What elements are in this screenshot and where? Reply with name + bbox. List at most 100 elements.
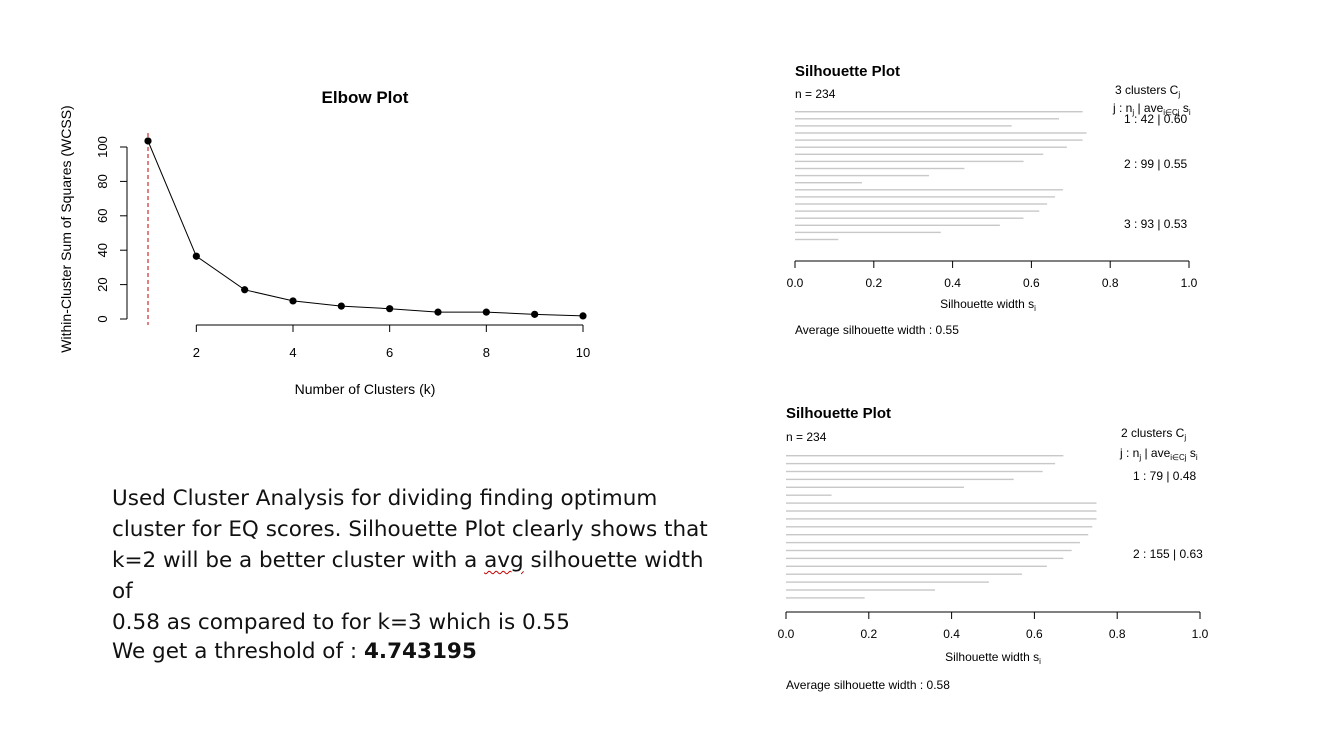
silhouette-plot-k3: Silhouette Plot n = 234 3 clusters Cj j … (787, 63, 1198, 337)
sil2-silhouette-bar (786, 581, 989, 583)
elbow-x-tick-label: 4 (289, 345, 296, 360)
elbow-series-line (147, 140, 584, 317)
elbow-y-axis: 0 20 40 60 80 100 (95, 136, 128, 323)
sil1-silhouette-bar (795, 139, 1083, 141)
sil2-cluster-label: 1 : 79 | 0.48 (1133, 469, 1196, 483)
spellcheck-word: avg (484, 548, 524, 573)
sil2-silhouette-bar (786, 486, 965, 488)
elbow-xlabel: Number of Clusters (k) (295, 381, 436, 397)
sil1-silhouette-bar (795, 189, 1063, 191)
sil2-silhouette-bar (786, 510, 1097, 512)
sil1-silhouette-bar (795, 118, 1059, 120)
sil2-xlabel: Silhouette width si (945, 650, 1041, 666)
sil2-silhouette-bar (786, 541, 1080, 544)
elbow-point (289, 297, 297, 305)
description-line-1: Used Cluster Analysis for dividing findi… (112, 486, 658, 511)
elbow-x-tick-label: 8 (483, 345, 490, 360)
sil2-tick-label: 0.6 (1026, 627, 1043, 641)
description-line-2: cluster for EQ scores. Silhouette Plot c… (112, 517, 708, 542)
sil1-x-axis: 0.0 0.2 0.4 0.6 0.8 1.0 (787, 260, 1198, 290)
sil1-silhouette-bar (795, 125, 1012, 127)
description-line-4: 0.58 as compared to for k=3 which is 0.5… (112, 610, 570, 635)
elbow-point (144, 137, 152, 145)
elbow-point (241, 286, 249, 294)
sil1-tick-label: 1.0 (1181, 276, 1198, 290)
sil2-silhouette-bar (786, 573, 1022, 575)
sil1-tick-label: 0.6 (1023, 276, 1040, 290)
sil2-title: Silhouette Plot (786, 405, 891, 422)
elbow-ylabel: Within-Cluster Sum of Squares (WCSS) (58, 105, 74, 352)
analysis-description: Used Cluster Analysis for dividing findi… (112, 483, 712, 638)
sil2-tick-label: 0.8 (1109, 627, 1126, 641)
sil2-silhouette-bar (786, 526, 1093, 528)
sil1-silhouette-bar (795, 217, 1024, 219)
sil1-silhouette-bar (795, 132, 1087, 134)
elbow-y-tick-label: 0 (95, 315, 110, 322)
sil2-silhouette-bar (786, 549, 1072, 552)
sil1-silhouette-bar (795, 231, 941, 234)
threshold-value: 4.743195 (363, 639, 477, 664)
sil2-clusters-label: 2 clusters Cj (1121, 426, 1186, 442)
elbow-x-axis: 2 4 6 8 10 (193, 324, 590, 360)
description-line-3: k=2 will be a better cluster with a avg … (112, 548, 704, 604)
sil2-cluster-label: 2 : 155 | 0.63 (1133, 547, 1203, 561)
sil1-tick-label: 0.2 (865, 276, 882, 290)
sil1-silhouette-bar (795, 196, 1056, 198)
sil2-x-axis: 0.0 0.2 0.4 0.6 0.8 1.0 (778, 611, 1209, 641)
elbow-point (434, 308, 442, 316)
elbow-y-tick-label: 60 (95, 209, 110, 223)
elbow-point (337, 302, 345, 310)
sil1-silhouette-bar (795, 111, 1083, 113)
sil1-xlabel: Silhouette width si (940, 297, 1036, 313)
sil1-header: j : nj | avei∈Cj si (1112, 101, 1191, 117)
elbow-plot: Elbow Plot Within-Cluster Sum of Squares… (58, 88, 590, 397)
sil1-tick-label: 0.0 (787, 276, 804, 290)
threshold-statement: We get a threshold of : 4.743195 (112, 636, 477, 667)
sil1-silhouette-bar (795, 210, 1040, 212)
sil2-silhouette-bar (786, 534, 1089, 536)
sil2-silhouette-bar (786, 478, 1014, 481)
sil2-tick-label: 0.4 (943, 627, 960, 641)
sil1-tick-label: 0.4 (944, 276, 961, 290)
elbow-y-tick-label: 100 (95, 136, 110, 158)
sil2-silhouette-bar (786, 455, 1064, 457)
sil1-silhouette-bar (795, 167, 965, 170)
elbow-y-tick-label: 40 (95, 243, 110, 257)
elbow-x-tick-label: 2 (193, 345, 200, 360)
sil2-average-label: Average silhouette width : 0.58 (786, 678, 950, 692)
sil1-average-label: Average silhouette width : 0.55 (795, 323, 959, 337)
elbow-y-tick-label: 20 (95, 277, 110, 291)
sil1-silhouette-bar (795, 203, 1048, 205)
sil2-tick-label: 0.2 (860, 627, 877, 641)
sil2-tick-label: 1.0 (1192, 627, 1209, 641)
sil2-silhouette-bar (786, 494, 832, 496)
sil2-silhouette-bar (786, 597, 865, 599)
sil1-silhouette-bar (795, 174, 929, 177)
elbow-x-tick-label: 6 (386, 345, 393, 360)
elbow-x-tick-label: 10 (576, 345, 590, 360)
sil2-silhouette-bar (786, 518, 1097, 520)
silhouette-plot-k2: Silhouette Plot n = 234 2 clusters Cj j … (778, 405, 1209, 692)
sil2-silhouette-bar (786, 589, 936, 591)
sil2-silhouette-bar (786, 557, 1064, 560)
elbow-y-tick-label: 80 (95, 174, 110, 188)
sil2-n-label: n = 234 (786, 430, 827, 444)
elbow-point (482, 308, 490, 316)
sil2-silhouette-bar (786, 565, 1047, 567)
sil1-title: Silhouette Plot (795, 63, 900, 80)
sil1-cluster-label: 1 : 42 | 0.60 (1124, 112, 1187, 126)
sil1-silhouette-bar (795, 182, 862, 184)
elbow-point (579, 312, 587, 320)
sil2-silhouette-bar (786, 470, 1043, 473)
threshold-label: We get a threshold of : (112, 639, 364, 664)
sil1-cluster-label: 3 : 93 | 0.53 (1124, 217, 1187, 231)
sil1-silhouette-bar (795, 146, 1067, 148)
sil1-n-label: n = 234 (795, 87, 836, 101)
sil2-silhouette-bar (786, 502, 1097, 504)
sil1-cluster-label: 2 : 99 | 0.55 (1124, 157, 1187, 171)
sil2-header: j : nj | avei∈Cj si (1119, 446, 1198, 462)
sil1-tick-label: 0.8 (1102, 276, 1119, 290)
elbow-point (192, 252, 200, 260)
sil1-clusters-label: 3 clusters Cj (1115, 83, 1180, 99)
elbow-point (386, 305, 394, 313)
